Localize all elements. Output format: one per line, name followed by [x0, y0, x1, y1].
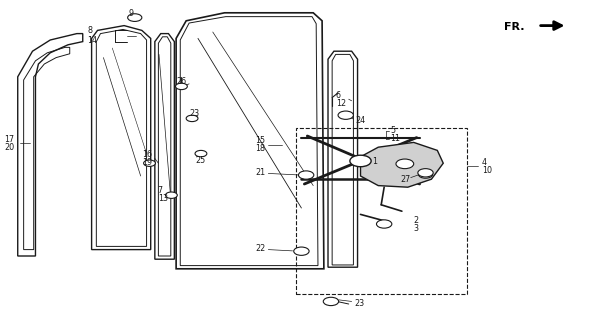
Text: 25: 25 — [195, 156, 205, 164]
Text: 19: 19 — [142, 158, 152, 167]
Text: 9: 9 — [129, 9, 134, 18]
Text: 6: 6 — [336, 91, 340, 100]
Text: 23: 23 — [189, 109, 199, 118]
Circle shape — [165, 192, 177, 198]
Circle shape — [350, 155, 371, 167]
Circle shape — [396, 159, 414, 169]
Text: 8: 8 — [87, 26, 92, 35]
Circle shape — [195, 150, 207, 157]
Text: 3: 3 — [414, 224, 418, 233]
Text: 10: 10 — [482, 166, 492, 175]
Text: 22: 22 — [255, 244, 265, 253]
Circle shape — [376, 220, 392, 228]
Circle shape — [418, 171, 433, 178]
Text: 17: 17 — [4, 135, 14, 144]
Text: 14: 14 — [87, 36, 98, 44]
Text: 26: 26 — [176, 77, 186, 86]
Circle shape — [144, 160, 155, 166]
Polygon shape — [361, 142, 443, 187]
Text: FR.: FR. — [504, 22, 525, 32]
Text: 20: 20 — [4, 143, 14, 152]
Text: 16: 16 — [142, 150, 152, 159]
Circle shape — [294, 247, 309, 255]
Text: 1: 1 — [372, 157, 377, 166]
Text: 7: 7 — [158, 186, 163, 195]
Text: 27: 27 — [401, 175, 411, 184]
Circle shape — [298, 171, 314, 179]
Circle shape — [176, 83, 187, 90]
Text: 4: 4 — [482, 158, 486, 167]
Text: 11: 11 — [390, 134, 400, 143]
Circle shape — [338, 111, 353, 119]
Text: 24: 24 — [356, 116, 366, 125]
Text: 18: 18 — [255, 144, 265, 153]
Text: 23: 23 — [355, 299, 365, 308]
Circle shape — [418, 169, 433, 177]
Text: 2: 2 — [414, 216, 419, 225]
Circle shape — [128, 14, 142, 21]
Text: 21: 21 — [255, 168, 265, 177]
Text: 12: 12 — [336, 99, 346, 108]
Text: 5: 5 — [390, 126, 395, 135]
Text: 15: 15 — [255, 136, 265, 145]
Text: 13: 13 — [158, 194, 168, 203]
Circle shape — [186, 115, 198, 122]
Circle shape — [323, 297, 339, 306]
